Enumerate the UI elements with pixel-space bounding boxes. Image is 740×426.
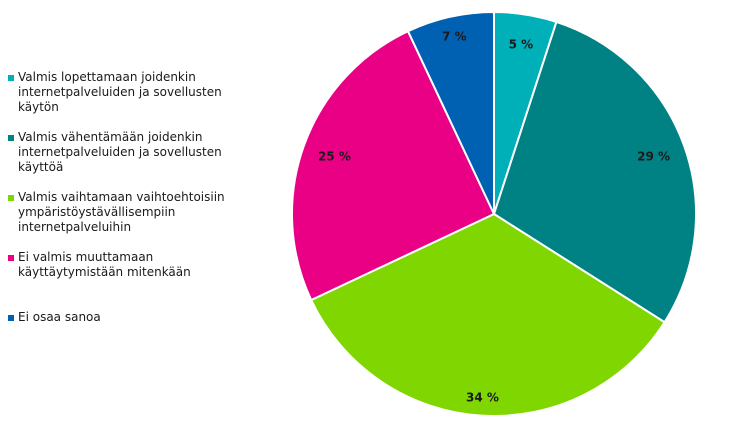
legend-item: Ei osaa sanoa <box>8 310 258 325</box>
pie-slice <box>291 29 496 302</box>
legend-label: Ei valmis muuttamaan käyttäytymistään mi… <box>18 250 191 279</box>
legend-swatch <box>8 255 14 261</box>
legend-swatch <box>8 195 14 201</box>
slice-value-label: 25 % <box>318 150 351 164</box>
legend-item: Valmis vähentämään joidenkin internetpal… <box>8 130 258 175</box>
legend-swatch <box>8 75 14 81</box>
legend-label: Valmis vaihtamaan vaihtoehtoisiin ympäri… <box>18 190 225 234</box>
legend-item: Ei valmis muuttamaan käyttäytymistään mi… <box>8 250 258 280</box>
slice-value-label: 7 % <box>442 30 467 44</box>
pie-slice <box>492 20 697 324</box>
chart-legend: Valmis lopettamaan joidenkin internetpal… <box>8 0 258 426</box>
legend-label: Valmis vähentämään joidenkin internetpal… <box>18 130 222 174</box>
slice-value-label: 29 % <box>637 150 670 164</box>
legend-item: Valmis lopettamaan joidenkin internetpal… <box>8 70 258 115</box>
slice-value-label: 5 % <box>509 37 534 51</box>
slice-value-label: 34 % <box>466 391 499 405</box>
pie-slice <box>309 212 666 417</box>
legend-swatch <box>8 315 14 321</box>
pie-slice <box>406 10 495 215</box>
legend-label: Valmis lopettamaan joidenkin internetpal… <box>18 70 222 114</box>
legend-swatch <box>8 135 14 141</box>
legend-label: Ei osaa sanoa <box>18 310 101 324</box>
legend-item: Valmis vaihtamaan vaihtoehtoisiin ympäri… <box>8 190 258 235</box>
